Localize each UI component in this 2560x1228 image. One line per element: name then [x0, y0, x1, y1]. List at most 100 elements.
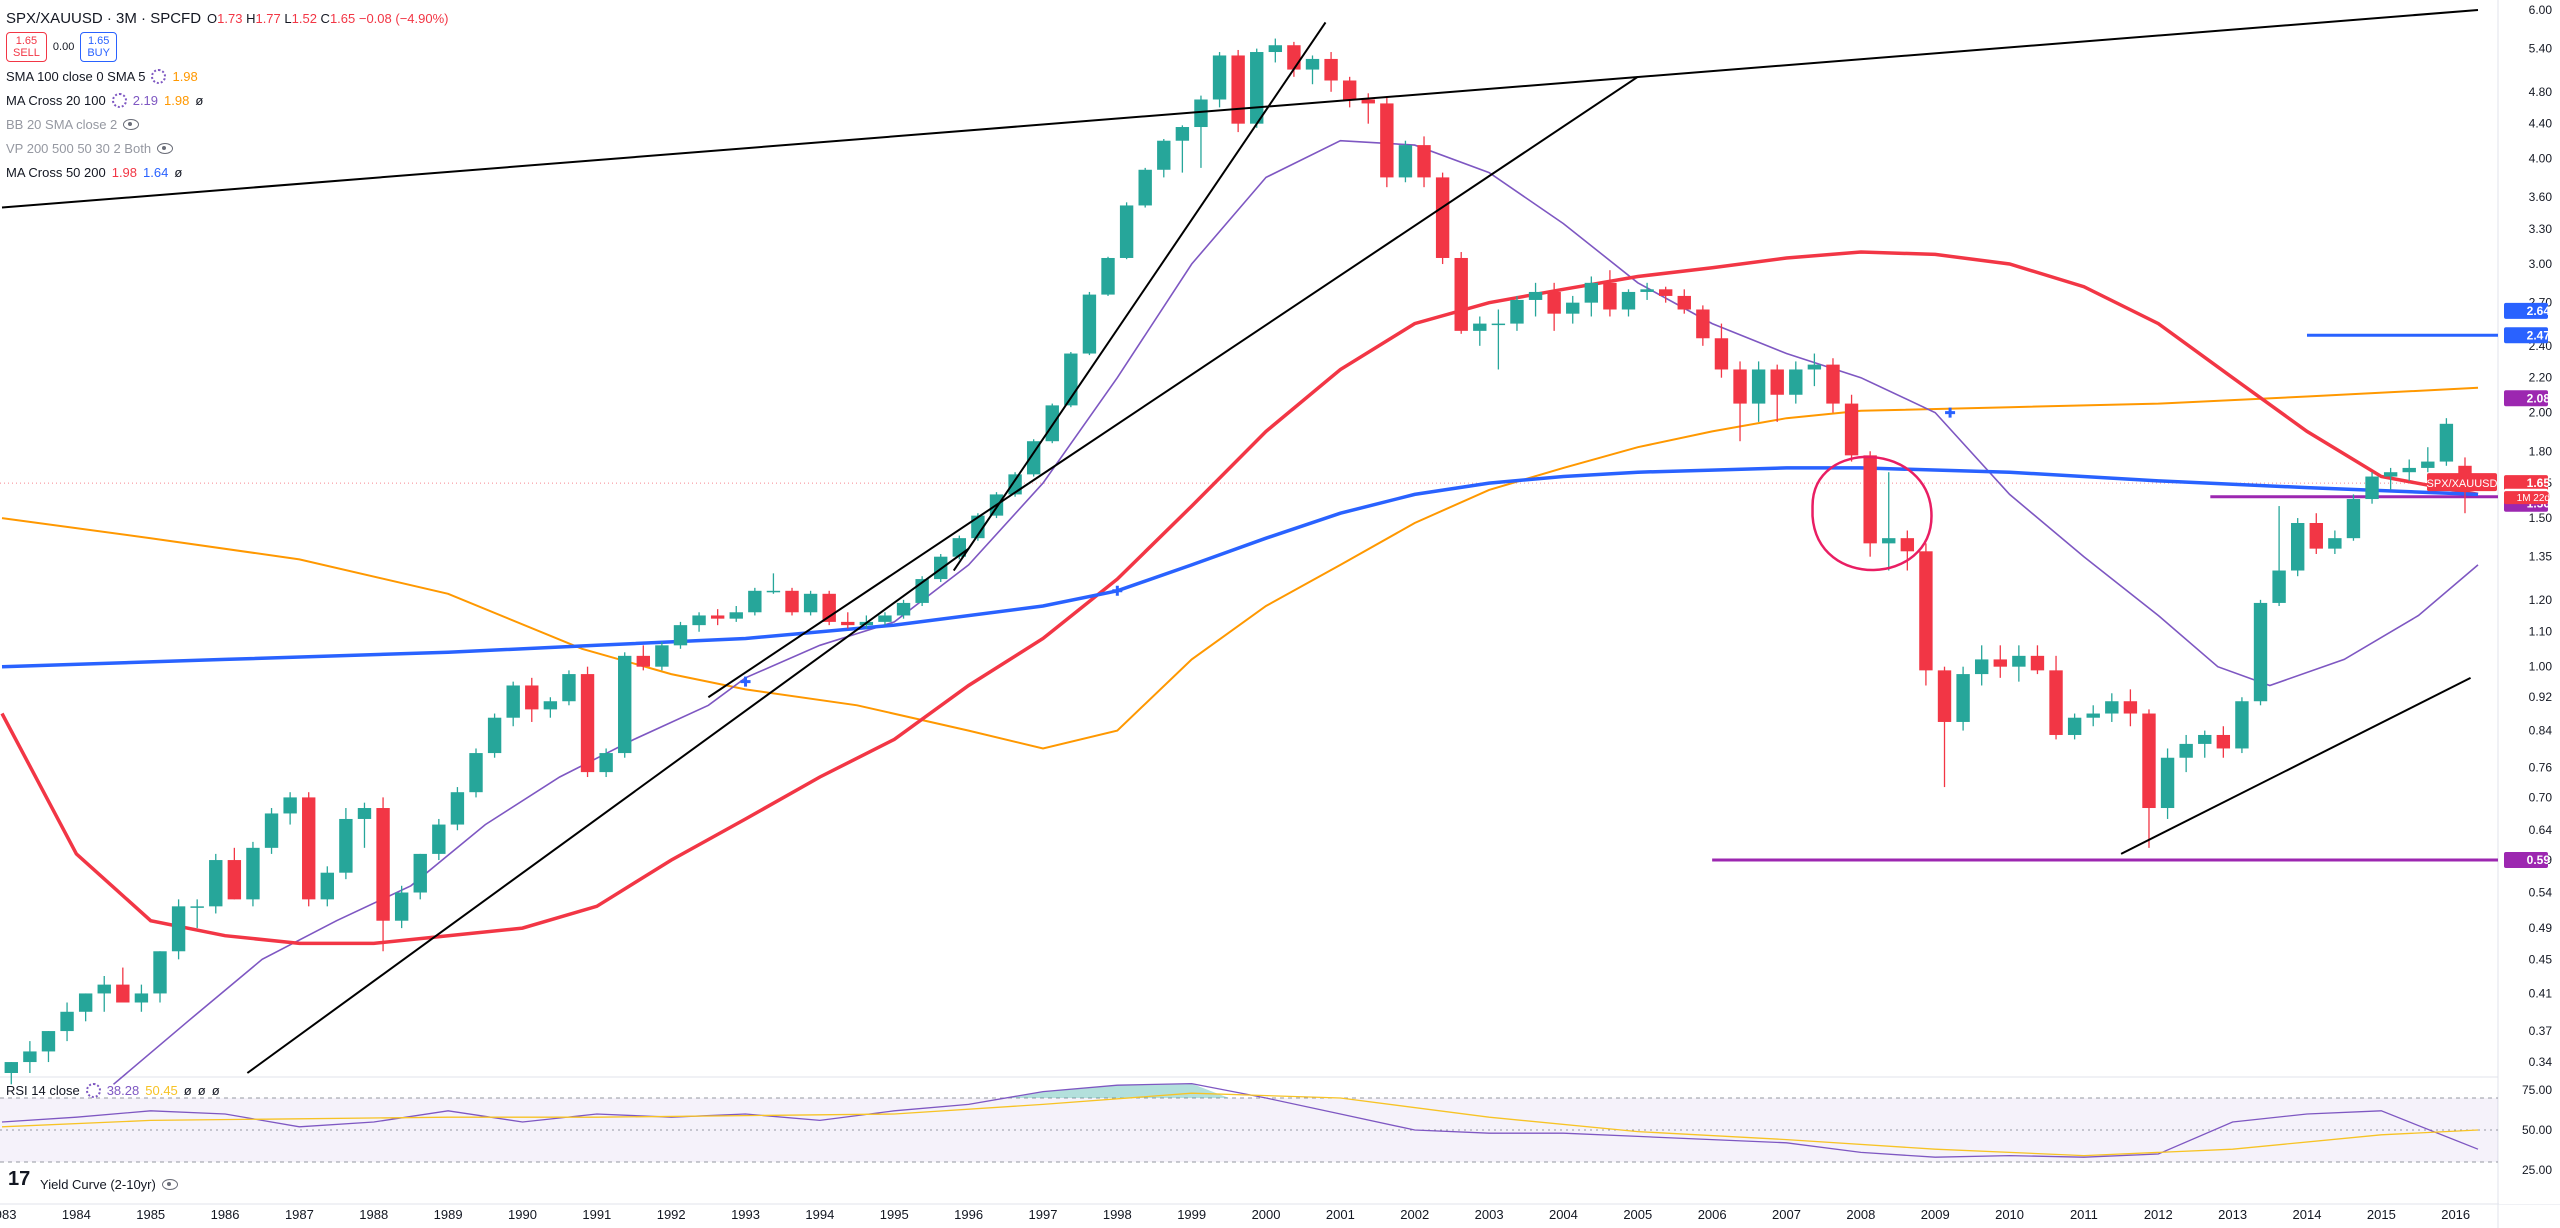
cross-marker	[740, 676, 751, 687]
candle-body	[673, 625, 688, 646]
gear-icon[interactable]	[85, 1083, 101, 1098]
candle-body	[1993, 659, 2007, 667]
trend-line	[952, 21, 1327, 572]
time-tick: 1995	[880, 1207, 909, 1222]
candle-body	[1900, 538, 1915, 552]
candle-body	[2328, 538, 2342, 549]
candle-body	[134, 993, 149, 1003]
eye-icon[interactable]	[157, 142, 174, 154]
candle-body	[2346, 499, 2361, 539]
candle-body	[116, 984, 130, 1003]
price-tick: 4.00	[2529, 152, 2553, 166]
price-tick: 6.00	[2529, 3, 2553, 17]
ohlc-value: 1.77	[255, 10, 281, 26]
price-axis: 6.005.404.804.404.003.603.303.002.702.40…	[2427, 0, 2560, 1204]
candle-body	[766, 590, 781, 593]
ma-line-ma20	[112, 139, 2479, 1085]
price-tick: 1.10	[2529, 625, 2553, 639]
candle-body	[1380, 103, 1394, 178]
price-tick: 0.54	[2529, 886, 2553, 900]
indicator-row[interactable]: VP 200 500 50 30 2 Both	[6, 136, 448, 160]
indicator-row[interactable]: BB 20 SMA close 2	[6, 112, 448, 136]
price-tick: 3.60	[2529, 190, 2553, 204]
indicator-row[interactable]: MA Cross 50 200 1.98 1.64 ø	[6, 160, 448, 184]
price-tick: 2.20	[2529, 371, 2553, 385]
indicator-value: 1.98	[111, 164, 138, 180]
candle-body	[1101, 257, 1115, 295]
price-label: 0.59	[2527, 853, 2551, 867]
indicator-value: 1.98	[164, 92, 190, 108]
rsi-value: ø	[183, 1083, 192, 1098]
eye-icon[interactable]	[123, 118, 140, 130]
candle-body	[1435, 177, 1450, 258]
price-label: 2.64	[2527, 304, 2551, 318]
yield-curve-name[interactable]: Yield Curve (2-10yr)	[40, 1177, 156, 1192]
candle-body	[413, 853, 427, 893]
eye-icon[interactable]	[161, 1179, 178, 1190]
candle-body	[785, 590, 799, 613]
time-tick: 2015	[2367, 1207, 2396, 1222]
candles	[4, 38, 2472, 1085]
candle-body	[971, 515, 985, 539]
time-tick: 1989	[434, 1207, 463, 1222]
time-tick: 1991	[582, 1207, 611, 1222]
candle-body	[2012, 655, 2026, 667]
candle-body	[1417, 145, 1431, 178]
candle-body	[2272, 570, 2286, 603]
candle-body	[655, 645, 669, 667]
candle-body	[320, 872, 334, 900]
candle-body	[1454, 257, 1468, 331]
candle-body	[339, 818, 353, 873]
candle-body	[283, 797, 297, 814]
gear-icon[interactable]	[151, 68, 167, 84]
candle-body	[2309, 522, 2323, 549]
indicator-row[interactable]: MA Cross 20 100 2.19 1.98 ø	[6, 88, 448, 112]
candle-body	[227, 860, 242, 900]
annotation-circle	[1811, 455, 1933, 572]
ohlc-label: L	[280, 10, 292, 26]
candle-body	[1621, 291, 1636, 310]
price-tick: 0.37	[2529, 1024, 2553, 1038]
symbol-title[interactable]: SPX/XAUUSD · 3M · SPCFD	[6, 9, 202, 27]
candle-body	[2383, 472, 2398, 477]
time-tick: 2001	[1326, 1207, 1355, 1222]
indicator-name: BB 20 SMA close 2	[6, 116, 118, 132]
price-tick: 1.50	[2529, 511, 2553, 525]
time-tick: 2003	[1475, 1207, 1504, 1222]
sell-price: 1.65	[15, 35, 38, 47]
candle-body	[1956, 674, 1970, 722]
price-tick: 3.00	[2529, 257, 2553, 271]
candle-body	[580, 674, 595, 773]
indicator-name: SMA 100 close 0 SMA 5	[6, 68, 146, 84]
candle-body	[1528, 291, 1543, 300]
price-tick: 1.20	[2529, 593, 2553, 607]
price-tick: 0.76	[2529, 760, 2553, 774]
trend-line	[707, 75, 1639, 699]
price-tick: 0.92	[2529, 690, 2553, 704]
candle-body	[618, 655, 632, 754]
candle-body	[2290, 522, 2305, 571]
candle-body	[1324, 58, 1338, 81]
time-tick: 1996	[954, 1207, 983, 1222]
candle-body	[543, 701, 558, 710]
ohlc-values: O1.73 H1.77 L1.52 C1.65 −0.08 (−4.90%)	[207, 12, 448, 25]
trend-lines	[1, 9, 2479, 1074]
candle-body	[506, 685, 520, 718]
candle-body	[432, 824, 446, 854]
candle-body	[394, 892, 409, 921]
candle-body	[78, 993, 93, 1012]
indicator-name: MA Cross 20 100	[6, 92, 106, 108]
candle-body	[841, 621, 855, 626]
candle-body	[692, 615, 706, 626]
candle-body	[2049, 670, 2063, 735]
indicator-row[interactable]: SMA 100 close 0 SMA 5 1.98	[6, 64, 448, 88]
sell-button[interactable]: 1.65 SELL	[6, 32, 47, 62]
candle-body	[1398, 145, 1413, 178]
symbol-row: SPX/XAUUSD · 3M · SPCFD O1.73 H1.77 L1.5…	[6, 6, 448, 30]
candle-body	[1342, 80, 1357, 100]
time-tick: 2011	[2070, 1207, 2098, 1222]
gear-icon[interactable]	[111, 92, 127, 108]
rsi-name[interactable]: RSI 14 close	[6, 1083, 80, 1098]
buy-button[interactable]: 1.65 BUY	[80, 32, 117, 62]
